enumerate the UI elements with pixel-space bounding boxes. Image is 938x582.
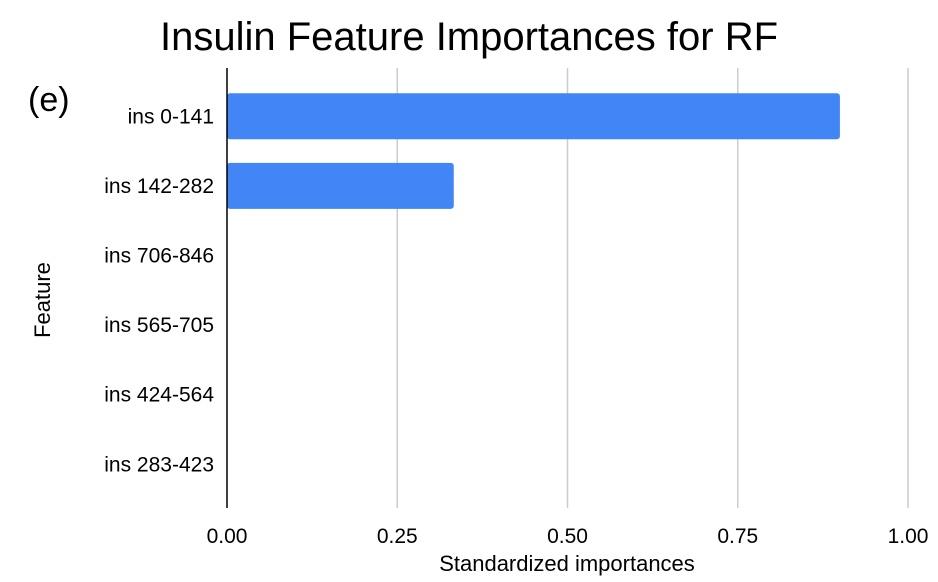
bar [227,162,454,209]
x-axis-label: Standardized importances [439,551,695,576]
x-tick-label: 0.75 [717,525,758,548]
category-label: ins 565-705 [104,314,214,337]
x-tick-label: 0.50 [547,525,588,548]
chart-title: Insulin Feature Importances for RF [159,15,779,59]
panel-label: (e) [28,81,70,119]
category-label: ins 424-564 [104,384,214,407]
category-label: ins 706-846 [104,245,214,268]
bar [227,93,840,140]
category-label: ins 283-423 [104,453,214,476]
x-tick-label: 0.25 [377,525,418,548]
x-tick-label: 0.00 [207,525,248,548]
category-label: ins 0-141 [128,105,214,128]
category-label: ins 142-282 [104,175,214,198]
x-tick-label: 1.00 [888,525,929,548]
